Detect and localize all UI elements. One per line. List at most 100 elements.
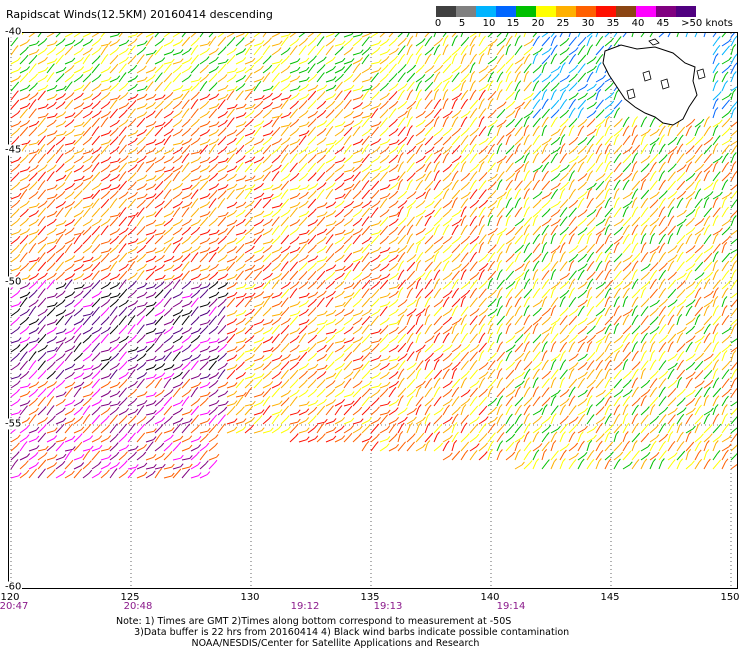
wind-barb	[361, 93, 367, 101]
wind-barb	[325, 121, 333, 128]
wind-barb	[73, 232, 82, 236]
wind-barb	[577, 212, 585, 218]
wind-barb-flag	[333, 139, 337, 144]
wind-barb-flag	[24, 144, 28, 148]
wind-barb-flag	[341, 164, 345, 168]
wind-barb	[145, 274, 153, 281]
wind-barb	[253, 249, 262, 254]
wind-barb-flag	[134, 255, 139, 259]
wind-barb-flag	[44, 200, 48, 205]
wind-barb-flag	[285, 234, 290, 239]
wind-barb	[136, 57, 143, 65]
wind-barb-flag	[207, 229, 211, 233]
wind-barb	[415, 311, 423, 317]
wind-barb	[73, 184, 81, 191]
wind-barb	[217, 193, 225, 200]
wind-barb-flag	[446, 224, 450, 229]
wind-barb-flag	[474, 107, 478, 112]
wind-barb	[460, 83, 464, 92]
wind-barb	[253, 78, 262, 83]
wind-barb-flag	[491, 143, 495, 148]
wind-barb	[496, 290, 501, 299]
wind-barb	[478, 49, 486, 56]
wind-barb	[487, 263, 493, 272]
wind-barb	[190, 184, 198, 191]
wind-barb-flag	[410, 134, 414, 139]
wind-barb	[199, 141, 208, 146]
wind-barb	[46, 304, 55, 308]
wind-barb-flag	[162, 121, 166, 126]
wind-barb-flag	[636, 144, 641, 149]
wind-barb-flag	[418, 53, 422, 57]
wind-barb-flag	[719, 119, 723, 124]
wind-barb-flag	[518, 251, 522, 256]
wind-barb-flag	[34, 280, 38, 285]
wind-barb-flag	[81, 84, 85, 89]
wind-barb-flag	[691, 136, 696, 141]
wind-barb	[352, 160, 361, 164]
wind-barb	[496, 194, 505, 200]
wind-barb	[730, 201, 737, 209]
wind-barb	[262, 241, 271, 245]
wind-barb-flag	[410, 224, 414, 229]
wind-barb	[478, 38, 484, 47]
wind-barb	[73, 95, 82, 101]
wind-barb	[649, 173, 655, 182]
wind-barb	[694, 147, 701, 155]
wind-barb-flag	[394, 90, 398, 95]
wind-barb-flag	[322, 154, 326, 159]
wind-barb	[316, 293, 325, 299]
wind-barb	[532, 236, 538, 245]
wind-barb-flag	[449, 290, 453, 294]
wind-barb-flag	[653, 269, 658, 274]
wind-barb	[451, 238, 459, 245]
wind-barb-flag	[360, 111, 364, 116]
wind-barb	[298, 102, 305, 110]
wind-barb	[352, 249, 361, 254]
wind-barb-flag	[395, 308, 399, 313]
wind-barb-flag	[662, 161, 666, 166]
wind-barb-flag	[331, 109, 335, 113]
wind-barb-flag	[732, 88, 737, 93]
wind-barb	[469, 33, 477, 38]
wind-barb-flag	[107, 110, 111, 115]
wind-barb-flag	[125, 56, 129, 61]
wind-barb-flag	[134, 246, 138, 250]
wind-barb-flag	[276, 216, 280, 221]
wind-barb	[424, 257, 433, 263]
wind-barb-flag	[143, 237, 148, 242]
wind-barb	[208, 85, 216, 92]
wind-barb-flag	[97, 225, 101, 230]
wind-barb	[712, 110, 716, 119]
wind-barb-flag	[205, 64, 209, 69]
wind-barb-flag	[581, 161, 585, 166]
wind-barb-flag	[699, 153, 703, 158]
wind-barb	[280, 68, 288, 74]
wind-barb-flag	[581, 233, 585, 238]
wind-barb	[352, 75, 359, 83]
wind-barb-flag	[42, 153, 46, 158]
wind-barb	[541, 245, 545, 254]
wind-barb	[622, 165, 629, 173]
wind-barb-flag	[323, 56, 327, 61]
wind-barb-flag	[162, 138, 166, 143]
wind-barb	[136, 114, 145, 119]
wind-barb-flag	[106, 198, 110, 203]
wind-barb	[298, 246, 305, 254]
wind-barb-flag	[458, 92, 462, 97]
wind-barb-flag	[359, 102, 363, 106]
wind-barb	[523, 173, 528, 182]
wind-barb-flag	[42, 117, 46, 122]
wind-barb-flag	[661, 134, 665, 138]
wind-barb-flag	[296, 75, 301, 80]
wind-barb-flag	[557, 245, 561, 249]
legend-swatch	[536, 6, 556, 17]
wind-barb	[397, 40, 405, 47]
wind-barb	[253, 68, 262, 74]
wind-barb-flag	[566, 289, 570, 294]
wind-barb	[163, 51, 172, 56]
wind-barb	[37, 210, 44, 218]
wind-barb	[82, 57, 88, 65]
wind-barb	[424, 247, 432, 254]
wind-barb	[577, 284, 585, 290]
